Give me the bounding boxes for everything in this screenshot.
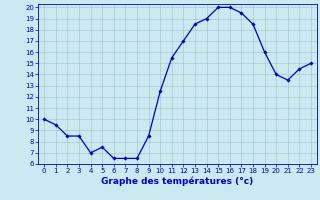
X-axis label: Graphe des températures (°c): Graphe des températures (°c) [101, 177, 254, 186]
